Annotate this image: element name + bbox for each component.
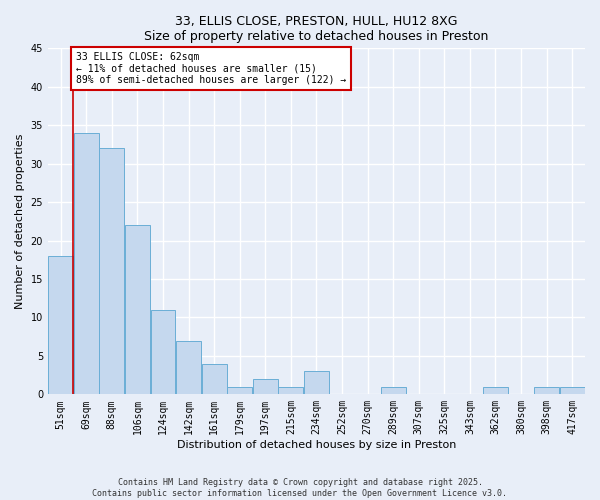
Bar: [304, 372, 329, 394]
Text: Contains HM Land Registry data © Crown copyright and database right 2025.
Contai: Contains HM Land Registry data © Crown c…: [92, 478, 508, 498]
X-axis label: Distribution of detached houses by size in Preston: Distribution of detached houses by size …: [177, 440, 456, 450]
Bar: [151, 310, 175, 394]
Bar: [278, 386, 303, 394]
Bar: [253, 379, 278, 394]
Bar: [49, 256, 73, 394]
Bar: [381, 386, 406, 394]
Bar: [534, 386, 559, 394]
Title: 33, ELLIS CLOSE, PRESTON, HULL, HU12 8XG
Size of property relative to detached h: 33, ELLIS CLOSE, PRESTON, HULL, HU12 8XG…: [144, 15, 488, 43]
Bar: [74, 133, 98, 394]
Bar: [227, 386, 252, 394]
Bar: [125, 225, 150, 394]
Bar: [176, 340, 201, 394]
Bar: [202, 364, 227, 394]
Bar: [560, 386, 584, 394]
Bar: [483, 386, 508, 394]
Text: 33 ELLIS CLOSE: 62sqm
← 11% of detached houses are smaller (15)
89% of semi-deta: 33 ELLIS CLOSE: 62sqm ← 11% of detached …: [76, 52, 346, 86]
Y-axis label: Number of detached properties: Number of detached properties: [15, 134, 25, 309]
Bar: [100, 148, 124, 394]
